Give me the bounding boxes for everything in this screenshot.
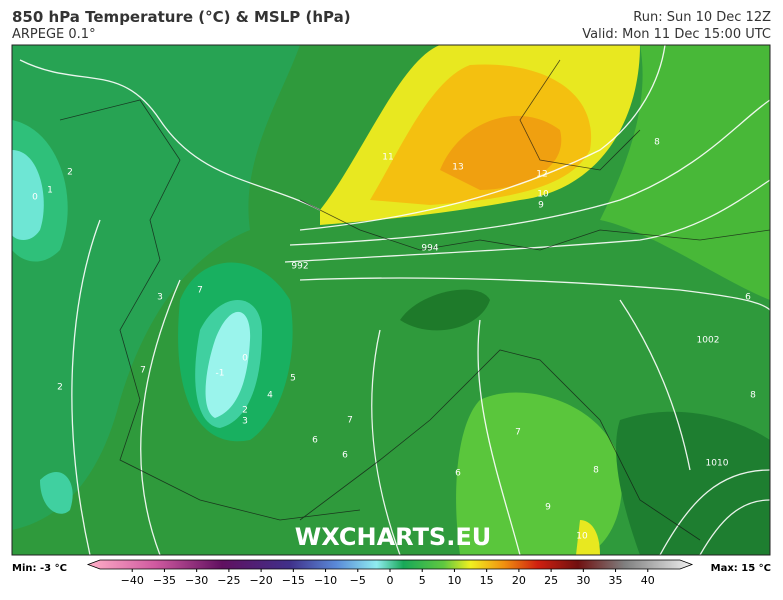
colorbar-tick-label: 5 [419,574,426,587]
contour-label: 2 [242,406,248,416]
colorbar-tick-label: 40 [641,574,655,587]
contour-label: 0 [242,354,248,364]
contour-label: 0 [32,193,38,203]
contour-label: 10 [576,532,588,542]
contour-label: 8 [593,466,599,476]
contour-label: -1 [216,369,225,379]
contour-label: 9 [538,201,544,211]
max-label: Max: 15 °C [711,563,771,574]
colorbar-tick-label: −5 [350,574,366,587]
contour-label: 1010 [706,459,729,469]
contour-label: 7 [515,428,521,438]
contour-label: 5 [290,374,296,384]
contour-label: 6 [342,451,348,461]
map-field [12,45,770,555]
colorbar-tick-label: 15 [480,574,494,587]
colorbar-tick-label: −25 [217,574,240,587]
contour-label: 7 [140,366,146,376]
contour-label: 6 [745,293,751,303]
colorbar-tick-label: 0 [387,574,394,587]
colorbar [86,559,694,570]
contour-label: 4 [267,391,273,401]
contour-label: 9 [545,503,551,513]
contour-label: 1 [47,186,53,196]
model: ARPEGE 0.1° [12,27,96,42]
contour-label: 7 [347,416,353,426]
run: Run: Sun 10 Dec 12Z [633,10,771,25]
colorbar-tick-label: 25 [544,574,558,587]
contour-label: 3 [157,293,163,303]
contour-label: 10 [537,190,549,200]
contour-label: 8 [654,138,660,148]
min-label: Min: -3 °C [12,563,67,574]
contour-label: 8 [750,391,756,401]
contour-label: 992 [291,262,308,272]
contour-label: 2 [57,383,63,393]
valid: Valid: Mon 11 Dec 15:00 UTC [582,27,771,42]
colorbar-tick-label: −10 [314,574,337,587]
colorbar-tick-label: 10 [447,574,461,587]
colorbar-tick-label: −40 [121,574,144,587]
contour-label: 2 [67,168,73,178]
contour-label: 6 [312,436,318,446]
colorbar-tick-label: −35 [153,574,176,587]
colorbar-tick-label: −30 [185,574,208,587]
colorbar-tick-label: −15 [282,574,305,587]
colorbar-tick-label: 20 [512,574,526,587]
contour-label: 11 [382,153,393,163]
contour-label: 6 [455,469,461,479]
contour-label: 7 [197,286,203,296]
colorbar-tick-label: −20 [250,574,273,587]
colorbar-tick-label: 30 [576,574,590,587]
contour-label: 1002 [697,336,720,346]
contour-label: 994 [421,244,438,254]
contour-label: 3 [242,417,248,427]
title: 850 hPa Temperature (°C) & MSLP (hPa) [12,8,351,26]
contour-label: 13 [452,163,463,173]
colorbar-tick-label: 35 [609,574,623,587]
watermark: WXCHARTS.EU [295,523,491,551]
contour-label: 12 [536,170,547,180]
